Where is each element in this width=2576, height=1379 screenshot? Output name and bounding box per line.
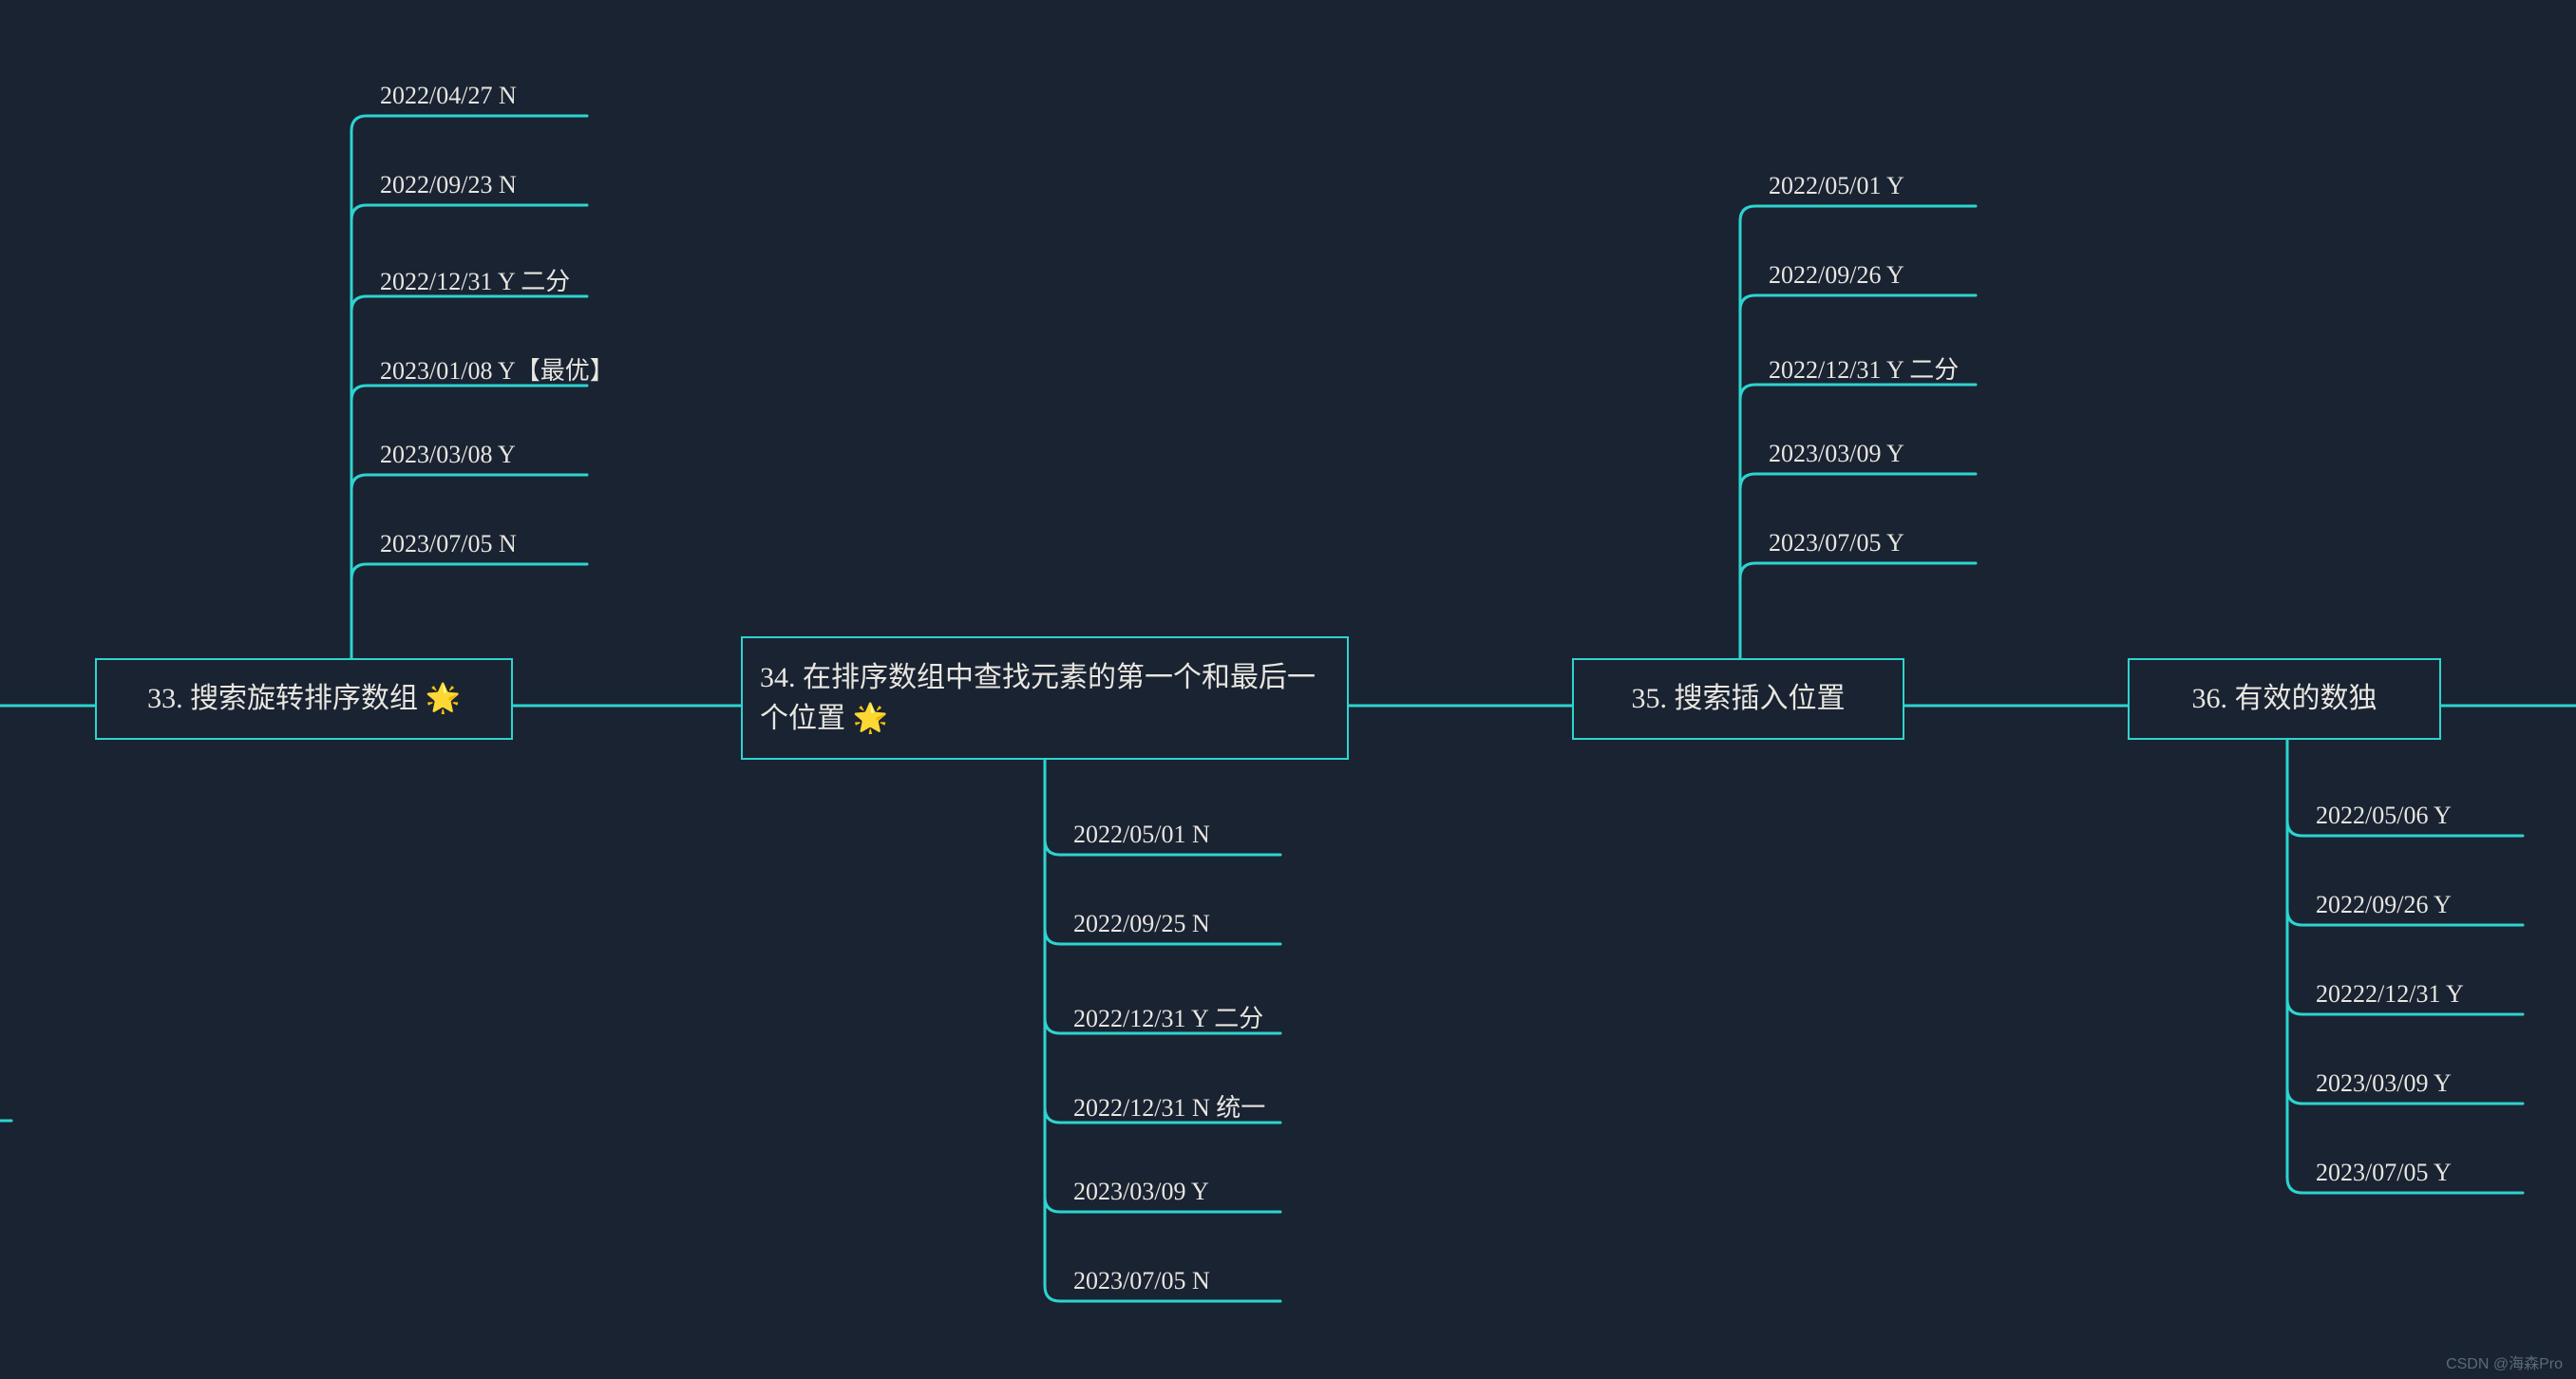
topic-title: 34. 在排序数组中查找元素的第一个和最后一个位置 🌟	[760, 657, 1330, 740]
leaf-item[interactable]: 2023/03/08 Y	[380, 441, 516, 469]
watermark-text: CSDN @海森Pro	[2446, 1351, 2563, 1373]
leaf-item[interactable]: 2022/05/01 Y	[1769, 172, 1904, 200]
leaf-item[interactable]: 2022/12/31 Y 二分	[1769, 350, 1959, 386]
leaf-item[interactable]: 2022/05/01 N	[1073, 821, 1210, 849]
topic-node-n34[interactable]: 34. 在排序数组中查找元素的第一个和最后一个位置 🌟	[741, 636, 1349, 760]
leaf-item[interactable]: 2023/07/05 Y	[1769, 529, 1904, 557]
leaf-item[interactable]: 2022/09/26 Y	[2316, 891, 2452, 919]
leaf-item[interactable]: 2022/09/25 N	[1073, 910, 1210, 938]
leaf-item[interactable]: 2023/03/09 Y	[1073, 1178, 1209, 1206]
topic-node-n36[interactable]: 36. 有效的数独	[2128, 658, 2441, 740]
leaf-item[interactable]: 2023/07/05 Y	[2316, 1159, 2452, 1187]
leaf-item[interactable]: 2023/07/05 N	[1073, 1267, 1210, 1295]
leaf-item[interactable]: 2022/09/23 N	[380, 171, 517, 199]
leaf-item[interactable]: 2023/03/09 Y	[1769, 440, 1904, 468]
leaf-item[interactable]: 2023/01/08 Y【最优】	[380, 351, 615, 387]
leaf-item[interactable]: 2023/03/09 Y	[2316, 1069, 2452, 1098]
topic-title: 36. 有效的数独	[2192, 678, 2377, 720]
topic-node-n35[interactable]: 35. 搜索插入位置	[1572, 658, 1904, 740]
leaf-item[interactable]: 2022/12/31 Y 二分	[1073, 999, 1263, 1034]
leaf-item[interactable]: 2022/12/31 N 统一	[1073, 1088, 1265, 1124]
leaf-item[interactable]: 2022/12/31 Y 二分	[380, 262, 570, 297]
leaf-item[interactable]: 2022/04/27 N	[380, 82, 517, 110]
topic-title: 35. 搜索插入位置	[1632, 678, 1846, 720]
topic-node-n33[interactable]: 33. 搜索旋转排序数组 🌟	[95, 658, 513, 740]
leaf-item[interactable]: 2023/07/05 N	[380, 530, 517, 558]
leaf-item[interactable]: 2022/05/06 Y	[2316, 802, 2452, 830]
topic-title: 33. 搜索旋转排序数组 🌟	[147, 678, 461, 720]
leaf-item[interactable]: 20222/12/31 Y	[2316, 980, 2464, 1009]
leaf-item[interactable]: 2022/09/26 Y	[1769, 261, 1904, 290]
